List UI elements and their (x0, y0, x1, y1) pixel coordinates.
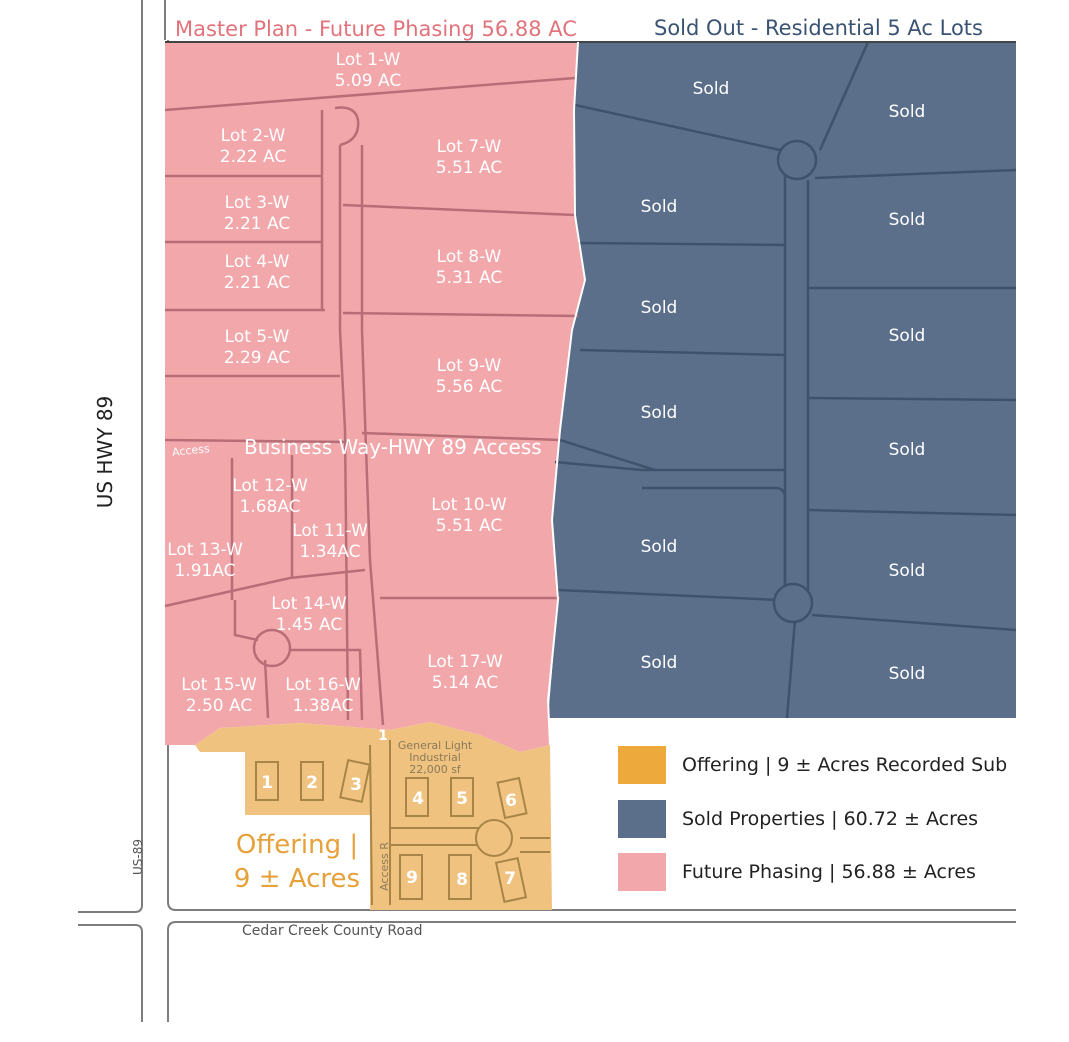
cedar-creek-road-label: Cedar Creek County Road (242, 923, 423, 939)
sold-out-heading: Sold Out - Residential 5 Ac Lots (654, 16, 983, 40)
offering-lot-number: 4 (412, 789, 424, 809)
legend-swatch-future (618, 853, 666, 891)
legend-label: Future Phasing | 56.88 ± Acres (682, 861, 976, 883)
access-road-label: Access R (377, 842, 391, 891)
sold-lot-lines (554, 41, 1017, 719)
sold-label: Sold (640, 298, 678, 318)
legend-swatch-offering (618, 746, 666, 784)
lot-12-w-label: Lot 12-W 1.68AC (232, 476, 308, 517)
lot-13-w-label: Lot 13-W 1.91AC (167, 540, 243, 581)
legend-label: Sold Properties | 60.72 ± Acres (682, 808, 979, 830)
sold-label: Sold (888, 102, 926, 122)
lot-1-w-label: Lot 1-W 5.09 AC (334, 50, 402, 91)
offering-callout: Offering | 9 ± Acres (233, 830, 361, 894)
industrial-note: General Light Industrial 22,000 sf (397, 739, 473, 776)
sold-label: Sold (888, 326, 926, 346)
offering-lot-number: 1 (261, 773, 273, 793)
lot-7-w-label: Lot 7-W 5.51 AC (435, 137, 503, 178)
offering-lot-number: 9 (406, 868, 418, 888)
sold-label: Sold (692, 79, 730, 99)
offering-lot-number: 1 (378, 728, 388, 744)
legend-item-sold: Sold Properties | 60.72 ± Acres (618, 800, 978, 838)
legend-item-offering: Offering | 9 ± Acres Recorded Sub (618, 746, 1007, 784)
cul-de-sac-north (776, 139, 818, 181)
lot-17-w-label: Lot 17-W 5.14 AC (427, 652, 503, 693)
lot-5-w-label: Lot 5-W 2.29 AC (223, 327, 291, 368)
offering-lot-number: 8 (456, 870, 468, 890)
road-network (78, 0, 1016, 1022)
lot-14-w-label: Lot 14-W 1.45 AC (271, 594, 347, 635)
us-89-small-label: US-89 (131, 839, 145, 875)
offering-building-pads (255, 758, 528, 904)
lot-15-w-label: Lot 15-W 2.50 AC (181, 675, 257, 716)
lot-11-w-label: Lot 11-W 1.34AC (292, 521, 368, 562)
lot-2-w-label: Lot 2-W 2.22 AC (219, 126, 287, 167)
sold-label: Sold (888, 440, 926, 460)
legend-item-future: Future Phasing | 56.88 ± Acres (618, 853, 976, 891)
sold-label: Sold (640, 537, 678, 557)
sold-label: Sold (888, 210, 926, 230)
sold-area (548, 42, 1016, 718)
future-lot-lines (164, 76, 579, 726)
offering-cul-de-sac (475, 819, 513, 857)
lot-8-w-label: Lot 8-W 5.31 AC (435, 247, 503, 288)
business-way-label: Business Way-HWY 89 Access (244, 435, 542, 459)
lot-4-w-label: Lot 4-W 2.21 AC (223, 252, 291, 293)
cul-de-sac-lots-14-16 (252, 628, 292, 668)
offering-lot-number: 3 (350, 775, 362, 795)
legend-label: Offering | 9 ± Acres Recorded Sub (682, 754, 1008, 776)
offering-area (195, 722, 552, 910)
master-plan-heading: Master Plan - Future Phasing 56.88 AC (175, 17, 577, 41)
sold-label: Sold (640, 653, 678, 673)
future-phasing-area (165, 42, 585, 752)
sold-label: Sold (640, 197, 678, 217)
sold-label: Sold (640, 403, 678, 423)
lot-16-w-label: Lot 16-W 1.38AC (285, 675, 361, 716)
us-hwy-89-label: US HWY 89 (93, 395, 117, 509)
sold-label: Sold (888, 561, 926, 581)
legend-swatch-sold (618, 800, 666, 838)
sold-label: Sold (888, 664, 926, 684)
offering-lot-number: 2 (306, 773, 318, 793)
offering-lot-number: 6 (505, 791, 517, 811)
offering-lot-number: 5 (456, 789, 468, 809)
lot-3-w-label: Lot 3-W 2.21 AC (223, 193, 291, 234)
lot-10-w-label: Lot 10-W 5.51 AC (431, 495, 507, 536)
sold-west-boundary (546, 41, 587, 746)
offering-lot-number: 7 (504, 869, 516, 889)
lot-9-w-label: Lot 9-W 5.56 AC (435, 356, 503, 397)
cul-de-sac-south (772, 582, 814, 624)
